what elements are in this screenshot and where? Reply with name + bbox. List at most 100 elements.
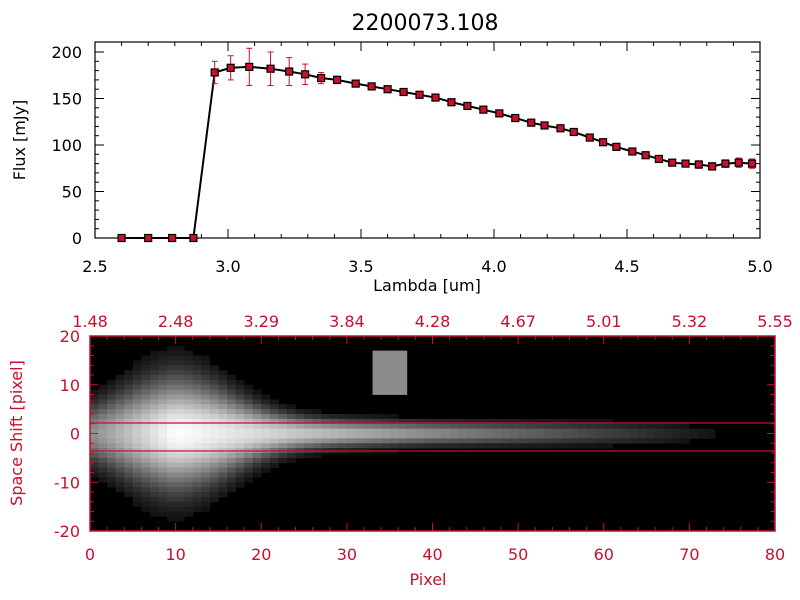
image-pixel — [107, 394, 117, 400]
image-pixel — [209, 409, 219, 415]
image-pixel — [175, 404, 185, 410]
data-point — [189, 233, 198, 243]
image-pixel — [286, 443, 296, 449]
image-pixel — [115, 423, 125, 430]
image-pixel — [663, 438, 673, 444]
image-pixel — [304, 443, 314, 449]
image-pixel — [107, 443, 117, 449]
image-pixel — [578, 433, 588, 439]
image-pixel — [295, 423, 305, 430]
image-pixel — [423, 438, 433, 444]
image-pixel — [286, 409, 296, 415]
image-pixel — [389, 438, 399, 444]
image-pixel — [107, 404, 117, 410]
image-pixel — [107, 384, 117, 391]
image-pixel — [167, 418, 177, 425]
image-pixel — [312, 428, 322, 434]
image-pixel — [167, 379, 177, 386]
image-pixel — [458, 418, 468, 425]
image-pixel — [201, 355, 211, 361]
image-pixel — [304, 433, 314, 439]
image-pixel — [201, 492, 211, 498]
image-pixel — [107, 472, 117, 478]
image-pixel — [201, 389, 211, 395]
image-pixel — [192, 365, 202, 371]
image-pixel — [132, 433, 142, 439]
image-pixel — [209, 384, 219, 391]
image-pixel — [483, 428, 493, 434]
data-point — [210, 68, 219, 77]
image-pixel — [227, 472, 236, 478]
image-pixel — [372, 375, 382, 381]
image-pixel — [244, 457, 254, 464]
image-pixel — [578, 423, 588, 430]
image-pixel — [167, 482, 177, 488]
image-pixel — [90, 394, 99, 400]
image-pixel — [501, 428, 510, 434]
image-pixel — [115, 462, 125, 469]
image-pixel — [192, 414, 202, 420]
image-pixel — [518, 443, 528, 449]
image-pixel — [269, 462, 279, 469]
image-pixel — [423, 423, 433, 430]
image-pixel — [201, 457, 211, 464]
image-pixel — [175, 496, 185, 503]
image-pixel — [175, 389, 185, 395]
image-pixel — [175, 472, 185, 478]
image-pixel — [90, 443, 99, 449]
image-pixel — [620, 433, 630, 439]
image-pixel — [321, 418, 331, 425]
image-pixel — [201, 438, 211, 444]
image-pixel — [526, 423, 536, 430]
image-pixel — [149, 467, 159, 473]
image-pixel — [141, 482, 151, 488]
image-pixel — [132, 418, 142, 425]
image-pixel — [124, 404, 134, 410]
image-pixel — [518, 438, 528, 444]
data-point — [708, 162, 717, 171]
image-pixel — [124, 409, 134, 415]
image-pixel — [167, 453, 177, 459]
image-pixel — [90, 433, 99, 439]
image-pixel — [398, 443, 408, 449]
image-pixel — [252, 467, 262, 473]
image-pixel — [158, 399, 168, 405]
image-pixel — [235, 394, 245, 400]
image-pixel — [107, 433, 117, 439]
y-tick-label: 100 — [51, 136, 82, 155]
image-pixel — [638, 423, 647, 430]
image-pixel — [218, 370, 228, 376]
image-pixel — [115, 414, 125, 420]
image-pixel — [261, 428, 271, 434]
image-pixel — [141, 453, 151, 459]
image-pixel — [175, 487, 185, 493]
image-pixel — [398, 389, 408, 395]
image-pixel — [192, 506, 202, 512]
image-pixel — [149, 404, 159, 410]
image-pixel — [141, 355, 151, 361]
image-pixel — [235, 409, 245, 415]
image-pixel — [406, 438, 416, 444]
image-pixel — [415, 433, 425, 439]
image-pixel — [218, 443, 228, 449]
image-pixel — [192, 457, 202, 464]
image-pixel — [184, 453, 194, 459]
image-pixel — [552, 418, 562, 425]
image-pixel — [132, 472, 142, 478]
x-tick-label: 4.0 — [481, 257, 506, 276]
image-pixel — [107, 462, 117, 469]
image-pixel — [115, 477, 125, 483]
image-pixel — [124, 423, 134, 430]
bottom-y-axis-label: Space Shift [pixel] — [7, 360, 26, 506]
image-pixel — [209, 472, 219, 478]
image-pixel — [329, 418, 339, 425]
image-pixel — [406, 433, 416, 439]
image-pixel — [115, 379, 125, 386]
image-pixel — [90, 389, 99, 395]
image-pixel — [381, 428, 391, 434]
image-pixel — [175, 477, 185, 483]
image-pixel — [569, 443, 579, 449]
image-pixel — [389, 428, 399, 434]
image-pixel — [124, 414, 134, 420]
data-point — [668, 158, 677, 167]
